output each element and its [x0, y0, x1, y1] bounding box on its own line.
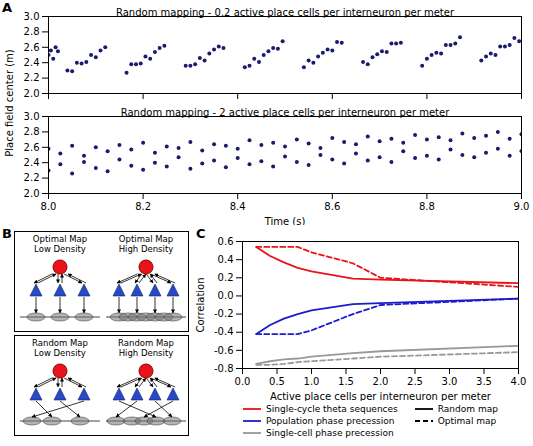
- svg-text:Random mapping - 2 active plac: Random mapping - 2 active place cells pe…: [121, 107, 450, 118]
- svg-text:2.5: 2.5: [407, 376, 423, 387]
- svg-text:2.8: 2.8: [24, 126, 40, 137]
- svg-text:Active place cells per interne: Active place cells per interneuron per m…: [270, 391, 492, 402]
- svg-text:High Density: High Density: [119, 244, 174, 254]
- svg-text:0.6: 0.6: [218, 236, 234, 247]
- svg-text:Correlation: Correlation: [195, 277, 206, 332]
- svg-text:Optimal Map: Optimal Map: [33, 234, 87, 244]
- svg-text:A: A: [2, 0, 12, 15]
- svg-text:-0.6: -0.6: [214, 345, 234, 356]
- html-text:Random map: Random map: [437, 404, 498, 414]
- svg-text:Random Map: Random Map: [118, 338, 174, 348]
- html-text:Optimal map: Optimal map: [437, 416, 497, 426]
- svg-text:8.6: 8.6: [324, 201, 340, 212]
- svg-text:-0.4: -0.4: [214, 326, 234, 337]
- html-text:Single-cell phase precession: Single-cell phase precession: [266, 428, 394, 438]
- svg-text:2.6: 2.6: [24, 142, 40, 153]
- svg-text:B: B: [2, 226, 12, 241]
- svg-text:Place field center (m): Place field center (m): [4, 49, 15, 157]
- svg-text:Random Map: Random Map: [32, 338, 88, 348]
- svg-text:4.0: 4.0: [511, 376, 527, 387]
- svg-text:8.8: 8.8: [419, 201, 435, 212]
- svg-text:8.0: 8.0: [41, 201, 57, 212]
- svg-text:1.5: 1.5: [338, 376, 354, 387]
- svg-text:3.0: 3.0: [442, 376, 458, 387]
- svg-text:2.4: 2.4: [24, 57, 40, 68]
- svg-text:0.4: 0.4: [218, 254, 234, 265]
- svg-text:High Density: High Density: [119, 348, 174, 358]
- svg-text:0.2: 0.2: [218, 272, 234, 283]
- svg-text:Low Density: Low Density: [34, 244, 86, 254]
- svg-text:-0.8: -0.8: [214, 363, 234, 374]
- svg-text:Low Density: Low Density: [34, 348, 86, 358]
- svg-text:9.0: 9.0: [514, 201, 530, 212]
- svg-text:3.5: 3.5: [476, 376, 492, 387]
- svg-text:3.0: 3.0: [24, 111, 40, 122]
- html-text:Single-cycle theta sequences: Single-cycle theta sequences: [266, 404, 398, 414]
- svg-text:1.0: 1.0: [304, 376, 320, 387]
- html-text:Population phase precession: Population phase precession: [266, 416, 395, 426]
- svg-text:2.0: 2.0: [24, 188, 40, 199]
- svg-text:8.2: 8.2: [135, 201, 151, 212]
- svg-text:2.2: 2.2: [24, 172, 40, 183]
- svg-text:-0.2: -0.2: [214, 308, 234, 319]
- svg-text:2.6: 2.6: [24, 42, 40, 53]
- svg-text:2.8: 2.8: [24, 26, 40, 37]
- svg-text:0.0: 0.0: [218, 290, 234, 301]
- svg-text:0.5: 0.5: [269, 376, 285, 387]
- svg-text:2.4: 2.4: [24, 157, 40, 168]
- svg-text:C: C: [196, 226, 206, 241]
- svg-text:Random mapping - 0.2 active pl: Random mapping - 0.2 active place cells …: [116, 7, 455, 18]
- svg-text:0.0: 0.0: [235, 376, 251, 387]
- svg-text:8.4: 8.4: [230, 201, 246, 212]
- svg-text:Time (s): Time (s): [264, 215, 306, 227]
- svg-text:Optimal Map: Optimal Map: [119, 234, 173, 244]
- svg-text:3.0: 3.0: [24, 11, 40, 22]
- svg-text:2.0: 2.0: [373, 376, 389, 387]
- svg-text:2.2: 2.2: [24, 72, 40, 83]
- svg-text:2.0: 2.0: [24, 88, 40, 99]
